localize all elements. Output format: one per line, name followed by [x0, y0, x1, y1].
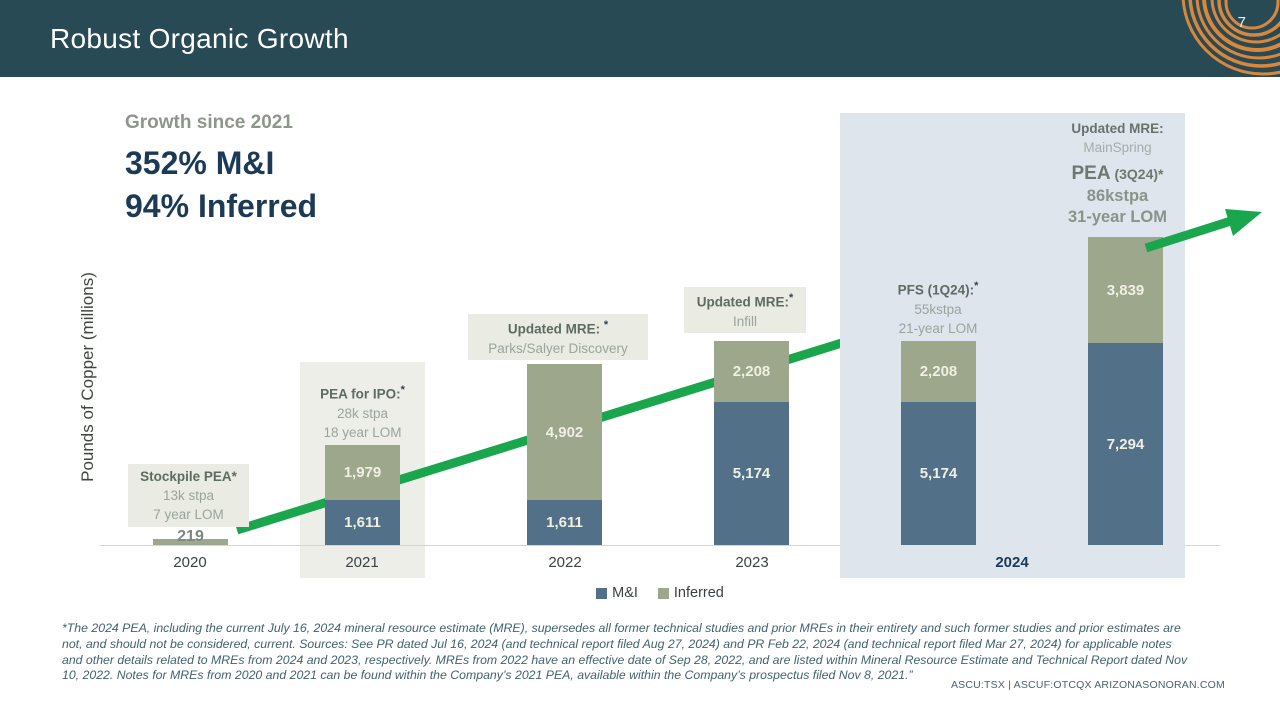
bar-value: 5,174	[732, 465, 771, 482]
headline-block: Growth since 2021 352% M&I 94% Inferred	[125, 112, 317, 228]
footnote-star: *	[603, 319, 609, 331]
annotation-line: 28k stpa	[336, 405, 389, 421]
annotation-line: 21-year LOM	[898, 320, 978, 336]
annotation-line: 31-year LOM	[1067, 208, 1168, 226]
legend-swatch-mi	[596, 587, 608, 599]
footnote-star: *	[788, 292, 794, 304]
page-title: Robust Organic Growth	[50, 22, 349, 54]
annotation-line: MainSpring	[1083, 140, 1152, 155]
y-axis-label: Pounds of Copper (millions)	[78, 272, 97, 482]
footnote-star: *	[974, 280, 979, 292]
annotation-heading: PEA (3Q24)*	[1071, 163, 1164, 184]
annotation-updated-mre-2022: Updated MRE: * Parks/Salyer Discovery	[468, 314, 648, 360]
bar-value: 1,979	[343, 464, 382, 481]
bar-value: 2,208	[732, 363, 771, 380]
legend-label-mi: M&I	[612, 585, 638, 601]
bar-value: 4,902	[545, 423, 584, 441]
bar-segment-inferred: 2,208	[714, 341, 789, 402]
annotation-line: Parks/Salyer Discovery	[488, 340, 628, 356]
logo-swirl-icon	[1181, 0, 1280, 76]
legend: M&I Inferred	[540, 585, 780, 601]
x-tick-2022: 2022	[548, 554, 582, 571]
bar-value: 3,839	[1106, 281, 1145, 299]
annotation-line: 7 year LOM	[153, 507, 224, 522]
x-tick-2021: 2021	[345, 554, 379, 571]
legend-item-inferred: Inferred	[657, 585, 724, 601]
bar-segment-inferred: 4,902	[527, 364, 602, 500]
legend-swatch-inferred	[657, 587, 669, 599]
bar-2020	[153, 539, 228, 545]
bar-value: 5,174	[919, 465, 958, 482]
annotation-line: 55kstpa	[914, 301, 962, 317]
bar-2022: 4,902 1,611	[527, 364, 602, 545]
bar-value: 1,611	[546, 514, 583, 531]
legend-label-inferred: Inferred	[673, 585, 724, 601]
x-axis-line	[100, 545, 1220, 546]
annotation-updated-mre-2023: Updated MRE:* Infill	[684, 287, 806, 333]
bar-segment-inferred: 3,839	[1088, 237, 1163, 343]
bar-segment-mi: 1,611	[527, 500, 602, 545]
headline-stat-mi: 352% M&I	[125, 145, 275, 181]
annotation-line: 86kstpa	[1086, 187, 1149, 205]
annotation-line: 18 year LOM	[323, 424, 402, 440]
page-number: 7	[1237, 14, 1246, 31]
bar-2024-pea: 3,839 7,294	[1088, 237, 1163, 545]
footer-ticker: ASCU:TSX | ASCUF:OTCQX ARIZONASONORAN.CO…	[950, 679, 1225, 691]
x-tick-2020: 2020	[173, 554, 207, 571]
legend-item-mi: M&I	[596, 585, 638, 601]
bar-segment-mi: 5,174	[714, 402, 789, 545]
annotation-mainspring: Updated MRE: MainSpring	[1030, 119, 1205, 157]
annotation-heading: Updated MRE:	[1071, 121, 1164, 136]
bar-segment-mi: 1,611	[325, 500, 400, 545]
bar-2024-pfs: 2,208 5,174	[901, 341, 976, 545]
x-tick-2024: 2024	[995, 554, 1029, 571]
annotation-heading: PFS (1Q24):*	[897, 280, 979, 298]
annotation-pea-3q24: PEA (3Q24)* 86kstpa 31-year LOM	[1030, 161, 1205, 228]
bar-segment-inferred	[153, 539, 228, 545]
footnote-star: *	[400, 384, 405, 396]
annotation-pea-for-ipo: PEA for IPO:* 28k stpa 18 year LOM	[300, 381, 425, 442]
annotation-heading: PEA for IPO:*	[320, 384, 405, 402]
annotation-line: Infill	[732, 313, 757, 329]
bar-2021: 1,979 1,611	[325, 445, 400, 545]
bar-value: 7,294	[1106, 435, 1145, 453]
bar-2020-value: 219	[177, 528, 204, 545]
bar-value: 1,611	[344, 514, 381, 531]
header-bar: Robust Organic Growth 7	[0, 0, 1280, 77]
bar-segment-inferred: 2,208	[901, 341, 976, 402]
annotation-heading: Stockpile PEA*	[140, 469, 237, 484]
x-tick-2023: 2023	[735, 554, 769, 571]
annotation-stockpile-pea: Stockpile PEA* 13k stpa 7 year LOM	[128, 464, 249, 527]
bar-segment-mi: 5,174	[901, 402, 976, 545]
headline-eyebrow: Growth since 2021	[125, 112, 293, 133]
bar-value: 2,208	[919, 363, 958, 380]
bar-2023: 2,208 5,174	[714, 341, 789, 545]
headline-stat-inferred: 94% Inferred	[125, 188, 318, 224]
bar-segment-inferred: 1,979	[325, 445, 400, 500]
annotation-heading: Updated MRE:*	[696, 292, 794, 310]
annotation-pfs-1q24: PFS (1Q24):* 55kstpa 21-year LOM	[858, 277, 1018, 338]
annotation-heading: Updated MRE: *	[507, 319, 609, 337]
footnote-text: *The 2024 PEA, including the current Jul…	[62, 621, 1188, 683]
bar-segment-mi: 7,294	[1088, 343, 1163, 545]
annotation-line: 13k stpa	[162, 488, 215, 503]
